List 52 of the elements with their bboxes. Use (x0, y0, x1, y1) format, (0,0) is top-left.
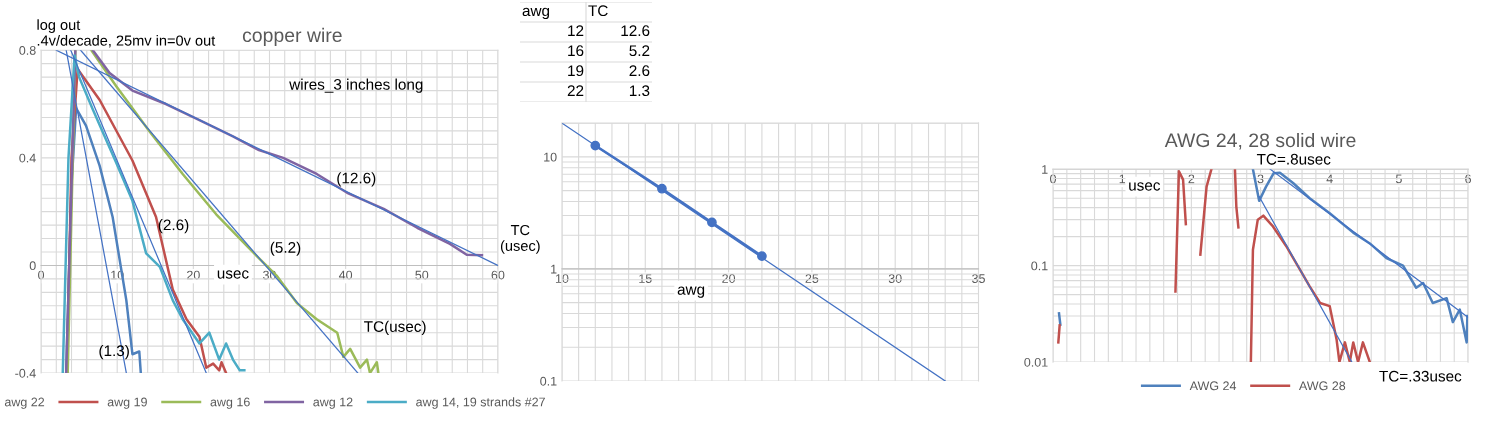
legend-label: awg 14, 19 strands #27 (416, 397, 545, 409)
y-tick-label: 0.1 (540, 376, 557, 386)
y-tick-label: 0.8 (19, 46, 36, 55)
y-tick-label: 0.1 (1031, 261, 1048, 271)
y-tick-label: 1 (1042, 165, 1048, 174)
text: 5.2 (629, 45, 650, 57)
chart-title: copper wire (242, 27, 342, 46)
x-tick-label: 25 (805, 274, 819, 283)
x-axis-title: usec (217, 270, 249, 279)
annotation: (12.6) (337, 172, 376, 187)
x-axis-title: usec (1129, 182, 1161, 191)
x-tick-label: 20 (187, 270, 200, 280)
text: awg (522, 7, 550, 20)
legend-label: AWG 28 (1298, 381, 1346, 391)
y-tick-label: 0.4 (19, 153, 36, 163)
text: TC (588, 5, 608, 17)
text: TC=.8usec (1256, 153, 1331, 165)
x-tick-label: 30 (888, 274, 902, 283)
x-tick-label: 10 (555, 274, 569, 283)
text: awg 22 (4, 397, 45, 409)
x-tick-label: 40 (338, 270, 353, 280)
chart-title: AWG 24, 28 solid wire (1164, 132, 1356, 150)
x-tick-label: 15 (639, 274, 652, 283)
x-tick-label: 35 (972, 274, 985, 283)
y-tick-label: 0 (29, 261, 36, 271)
x-tick-label: 0 (1050, 174, 1056, 184)
annotation: (5.2) (270, 241, 301, 256)
text: 19 (568, 65, 584, 77)
text: 22 (567, 85, 584, 96)
x-tick-label: 20 (722, 274, 736, 283)
x-tick-label: 0 (38, 270, 45, 280)
text: 12 (568, 25, 584, 36)
text: TC=.33usec (1379, 370, 1462, 382)
y-tick-label: 10 (544, 152, 557, 162)
y-axis-title: log out .4v/decade, 25mv in=0v out (37, 19, 216, 48)
annotation: wires_3 inches long (289, 78, 423, 93)
x-axis-title: awg (677, 286, 705, 298)
legend-label: AWG 24 (1189, 381, 1237, 391)
legend-label: awg 19 (107, 397, 147, 409)
text: 12.6 (621, 25, 650, 37)
x-tick-label: 50 (415, 270, 429, 280)
annotation: (1.3) (99, 344, 129, 360)
y-tick-label: -0.4 (15, 368, 36, 378)
text: 1.3 (629, 85, 650, 97)
text: 16 (568, 45, 584, 57)
legend-label: awg 12 (313, 397, 353, 409)
annotation: TC(usec) (364, 320, 426, 335)
legend-label: awg 16 (210, 397, 250, 409)
y-axis-title: TC (usec) (500, 224, 540, 254)
y-tick-label: 0.01 (1024, 357, 1048, 367)
x-tick-label: 60 (491, 270, 505, 280)
text: 2.6 (629, 65, 650, 77)
